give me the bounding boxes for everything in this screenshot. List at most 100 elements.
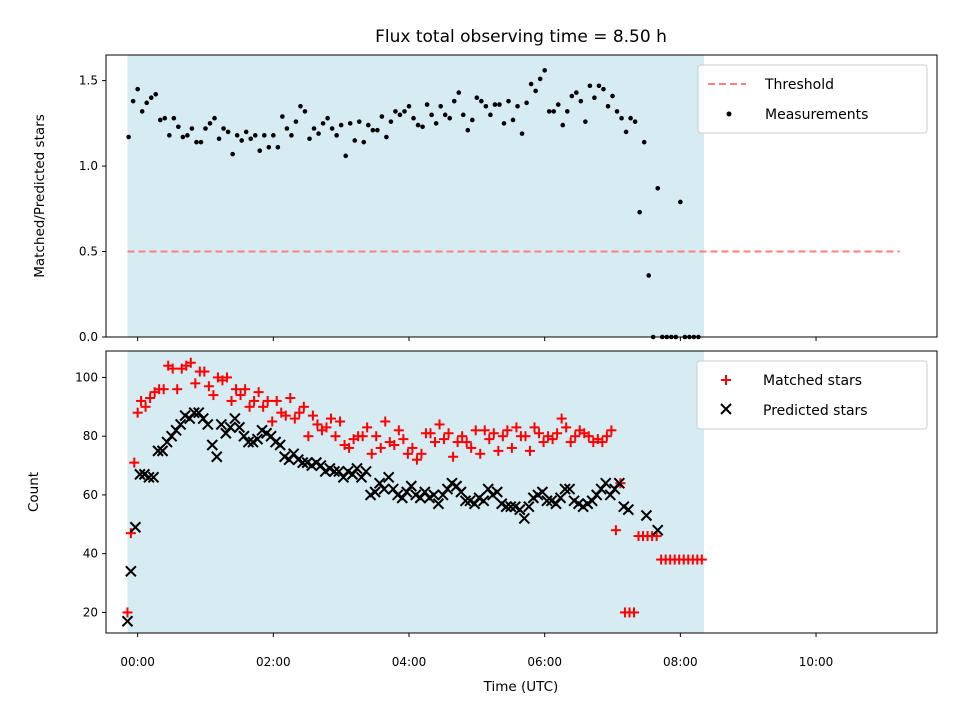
matched-star-point [570,431,581,442]
measurement-point [198,139,204,145]
predicted-star-point [206,439,218,451]
matched-star-point [203,381,214,392]
x-tick-label: 08:00 [663,655,698,669]
measurement-point [275,144,281,150]
measurement-point [180,134,186,140]
legend-matched-swatch [721,375,731,385]
measurement-point [438,103,443,109]
measurement-point [533,88,538,94]
measurement-point [207,121,213,126]
measurement-point [171,115,177,121]
measurement-point [497,102,502,107]
measurement-point [302,109,308,114]
measurement-point [248,136,254,142]
y-tick-label: 80 [83,429,98,443]
predicted-star-point [459,495,472,507]
predicted-star-point [274,439,286,451]
matched-star-point [312,419,323,430]
measurement-point [266,144,272,150]
matched-star-point [235,390,246,401]
measurement-point [678,199,683,205]
measurement-point [343,153,348,159]
measurement-point [144,100,150,106]
measurement-point [361,139,367,145]
measurement-point [415,122,421,128]
measurement-point [614,109,620,114]
measurement-point [433,121,439,126]
matched-star-point [506,442,517,453]
measurement-point [546,109,552,114]
predicted-star-point [202,418,214,431]
matched-star-point [258,401,269,412]
matched-star-point [493,445,504,456]
matched-star-point [380,416,391,427]
matched-star-point [172,384,183,395]
matched-star-point [556,413,567,424]
matched-star-point [547,434,558,445]
measurement-point [162,115,168,121]
predicted-star-point [428,489,440,501]
measurement-point [239,138,244,143]
measurement-point [216,136,222,142]
matched-star-point [416,448,427,459]
legend-measurements-swatch [726,111,732,117]
measurement-point [379,114,385,119]
matched-star-point [307,410,318,421]
matched-star-point [371,431,382,442]
measurement-point [384,134,389,140]
matched-star-point [280,410,291,421]
predicted-star-point [156,445,169,457]
matched-star-point [524,445,535,456]
measurement-point [492,102,498,107]
predicted-star-point [378,483,390,495]
y-ticks: 0.0 0.5 1.0 1.5 [79,74,106,344]
measurement-point [366,122,371,128]
measurement-point [474,95,480,101]
matched-star-point [221,372,232,383]
predicted-star-point [134,468,146,481]
measurement-point [261,133,267,138]
matched-star-point [140,401,151,412]
matched-star-point [407,442,418,453]
measurement-point [284,126,290,131]
predicted-star-point [505,500,517,513]
measurement-point [420,124,425,130]
measurement-point [189,126,195,131]
x-tick-label: 10:00 [799,655,834,669]
measurement-point [460,112,466,118]
matched-star-point [285,393,296,403]
measurement-point [280,114,285,119]
matched-star-point [298,401,309,412]
measurement-point [501,121,507,126]
matched-star-point [628,607,639,618]
predicted-star-point [328,465,341,478]
measurement-point [153,92,159,97]
measurement-point [230,151,235,157]
y-axis-label: Count [26,472,42,512]
matched-star-point [185,357,196,368]
matched-star-point [122,607,133,618]
axes-frame [105,54,938,338]
x-ticks: 00:00 02:00 04:00 06:00 08:00 10:00 [120,633,833,669]
measurement-point [560,122,566,128]
matched-star-point [190,378,201,389]
x-tick-label: 00:00 [120,655,155,669]
measurement-point [592,95,597,101]
predicted-star-point [152,445,164,457]
predicted-star-point [491,486,503,498]
matched-star-point [344,442,355,453]
predicted-star-point [518,512,531,525]
matched-star-point [244,401,255,412]
y-ticks: 20 40 60 80 100 [75,370,106,619]
measurement-point [402,109,407,114]
matched-star-point [411,454,422,465]
matched-star-point [479,425,490,436]
predicted-star-point [563,483,576,495]
measurement-point [623,129,629,135]
y-tick-label: 20 [83,605,98,619]
measurement-point [551,109,557,114]
predicted-star-point [405,480,417,492]
matched-star-point [362,422,373,433]
measurement-point [578,98,584,104]
measurement-point [646,273,651,278]
